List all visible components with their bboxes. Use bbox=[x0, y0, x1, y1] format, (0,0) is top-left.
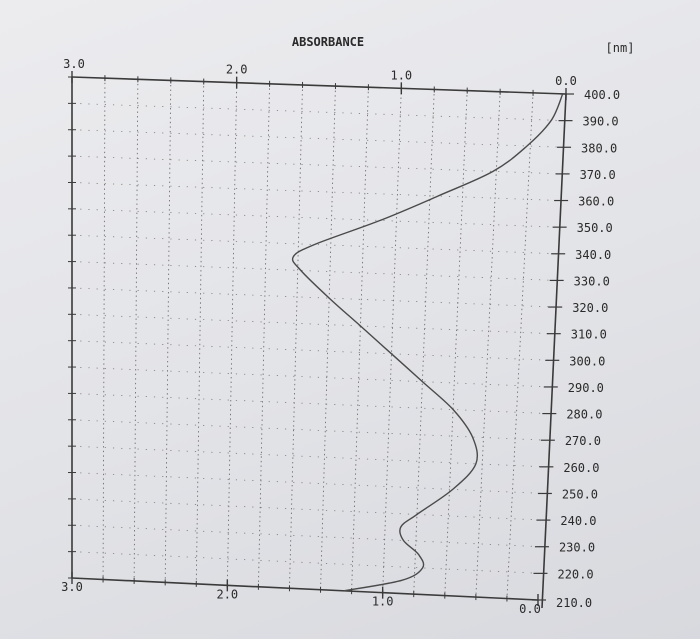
grid bbox=[71, 78, 565, 599]
grid-line-horizontal bbox=[71, 524, 541, 548]
y-tick-label-wavelength: 350.0 bbox=[577, 221, 613, 235]
y-tick-label-wavelength: 250.0 bbox=[562, 487, 598, 501]
y-tick-label-wavelength: 230.0 bbox=[559, 541, 595, 555]
y-tick-label-wavelength: 330.0 bbox=[574, 274, 610, 288]
grid-line-horizontal bbox=[71, 498, 543, 521]
grid-line-vertical bbox=[506, 92, 534, 599]
grid-line-vertical bbox=[164, 80, 172, 583]
grid-line-vertical bbox=[320, 86, 336, 590]
y-tick-label-wavelength: 370.0 bbox=[580, 168, 616, 182]
grid-line-horizontal bbox=[71, 102, 565, 122]
grid-line-horizontal bbox=[71, 366, 550, 388]
unit-label: [nm] bbox=[606, 41, 635, 55]
x-tick-label-top: 2.0 bbox=[226, 63, 248, 77]
x-tick-label-bottom: 3.0 bbox=[61, 580, 83, 594]
grid-line-vertical bbox=[257, 83, 271, 587]
y-tick-label-wavelength: 390.0 bbox=[583, 115, 619, 129]
grid-line-vertical bbox=[475, 91, 501, 598]
absorbance-spectrum-line bbox=[291, 93, 564, 592]
x-tick-label-top: 1.0 bbox=[390, 68, 412, 82]
grid-line-vertical bbox=[444, 90, 468, 596]
grid-line-vertical bbox=[102, 78, 106, 580]
grid-line-horizontal bbox=[71, 155, 562, 175]
grid-line-horizontal bbox=[71, 182, 561, 201]
grid-line-horizontal bbox=[71, 551, 540, 574]
axis-ticks bbox=[68, 71, 574, 606]
chart-title: ABSORBANCE bbox=[292, 35, 364, 49]
grid-line-horizontal bbox=[71, 340, 552, 361]
grid-line-vertical bbox=[226, 82, 238, 586]
grid-line-vertical bbox=[382, 88, 402, 593]
y-tick-label-wavelength: 270.0 bbox=[565, 434, 601, 448]
grid-line-horizontal bbox=[71, 313, 553, 335]
grid-line-horizontal bbox=[71, 287, 555, 308]
y-tick-label-wavelength: 380.0 bbox=[581, 141, 617, 155]
grid-line-vertical bbox=[133, 79, 139, 581]
grid-line-horizontal bbox=[71, 419, 547, 441]
grid-line-horizontal bbox=[71, 129, 564, 148]
x-tick-label-bottom: 2.0 bbox=[216, 587, 238, 601]
grid-line-horizontal bbox=[71, 261, 556, 281]
x-tick-label-bottom: 1.0 bbox=[372, 595, 394, 609]
x-tick-label-top: 3.0 bbox=[63, 57, 85, 71]
tick-labels: 3.0 2.0 1.0 0.0 3.0 2.0 1.0 0.0 400.0 390.0 380.0 3… bbox=[61, 57, 620, 616]
grid-line-horizontal bbox=[71, 472, 544, 494]
y-tick-label-wavelength: 240.0 bbox=[560, 514, 596, 528]
grid-line-horizontal bbox=[71, 208, 559, 228]
grid-line-vertical bbox=[351, 87, 369, 592]
x-tick-label-top: 0.0 bbox=[555, 74, 577, 88]
y-tick-label-wavelength: 320.0 bbox=[572, 301, 608, 315]
grid-line-horizontal bbox=[71, 445, 546, 468]
y-tick-label-wavelength: 280.0 bbox=[566, 408, 602, 422]
y-tick-label-wavelength: 400.0 bbox=[584, 88, 620, 102]
y-tick-label-wavelength: 300.0 bbox=[569, 354, 605, 368]
y-tick-label-wavelength: 360.0 bbox=[578, 195, 614, 209]
y-tick-label-wavelength: 260.0 bbox=[563, 461, 599, 475]
y-tick-label-wavelength: 210.0 bbox=[556, 596, 592, 610]
y-tick-label-wavelength: 290.0 bbox=[568, 381, 604, 395]
plot-frame-right-axis bbox=[541, 93, 567, 609]
grid-line-horizontal bbox=[71, 393, 549, 414]
y-tick-label-wavelength: 220.0 bbox=[557, 567, 593, 581]
y-tick-label-wavelength: 340.0 bbox=[575, 248, 611, 262]
plot-frame-bottom bbox=[71, 577, 539, 601]
grid-line-vertical bbox=[195, 81, 205, 584]
x-tick-label-bottom: 0.0 bbox=[519, 602, 541, 616]
y-tick-label-wavelength: 310.0 bbox=[571, 328, 607, 342]
grid-line-vertical bbox=[413, 89, 435, 595]
grid-line-vertical bbox=[289, 84, 303, 589]
plot-frame-top bbox=[71, 76, 567, 95]
